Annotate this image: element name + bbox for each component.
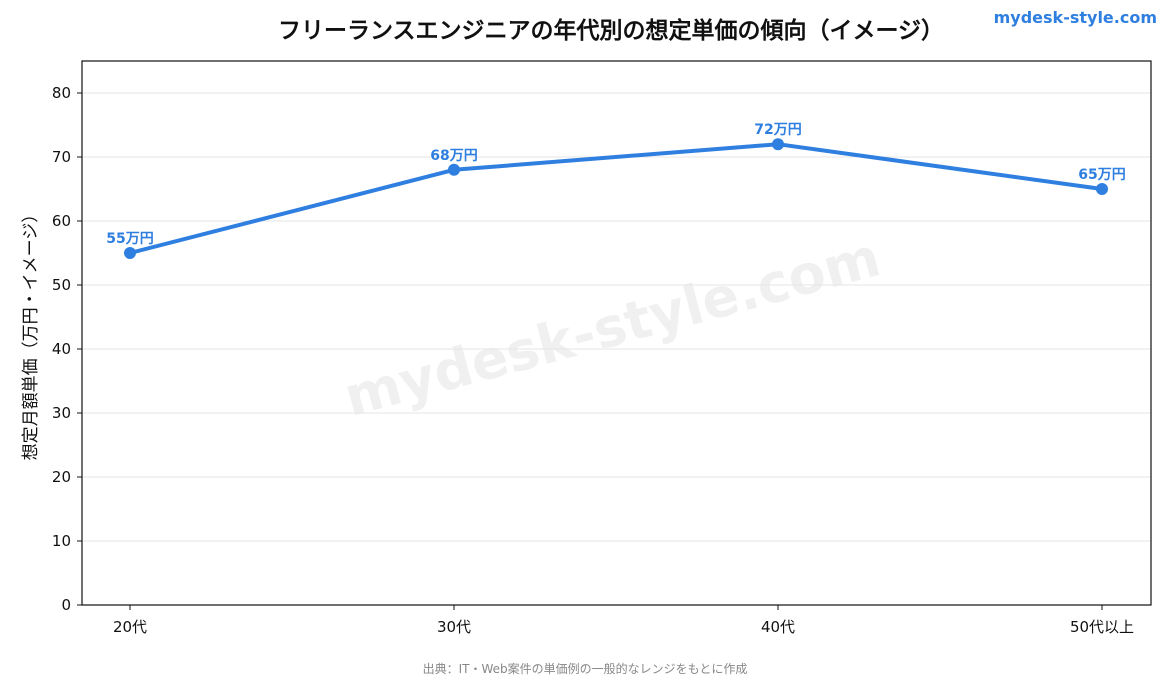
y-tick-label: 80 [52, 84, 71, 102]
x-tick-label: 40代 [761, 618, 795, 636]
data-point [772, 138, 784, 151]
chart-title: フリーランスエンジニアの年代別の想定単価の傾向（イメージ） [278, 17, 944, 44]
plot-area-frame [81, 60, 1152, 606]
series-line [128, 142, 1104, 255]
y-axis-label: 想定月額単価（万円・イメージ） [21, 206, 41, 461]
y-tick-label: 20 [52, 468, 71, 486]
series-line-group: 55万円 68万円 72万円 65万円 [106, 122, 1126, 259]
x-tick-label: 50代以上 [1070, 618, 1134, 636]
y-tick-label: 50 [52, 276, 71, 294]
data-point [124, 247, 136, 259]
source-note: 出典：IT・Web案件の単価例の一般的なレンジをもとに作成 [423, 661, 748, 676]
y-tick-label: 70 [52, 148, 71, 166]
watermark: mydesk-style.com [338, 225, 887, 429]
x-axis: 20代 30代 40代 50代以上 [113, 605, 1134, 636]
y-tick-label: 10 [52, 532, 71, 550]
data-label: 55万円 [106, 231, 153, 247]
data-point [1096, 183, 1108, 195]
data-label: 65万円 [1078, 167, 1125, 183]
y-tick-label: 60 [52, 212, 71, 230]
data-label: 68万円 [430, 148, 477, 164]
data-point [448, 163, 460, 176]
y-axis: 0 10 20 30 40 50 60 70 80 [52, 84, 82, 614]
y-tick-label: 0 [61, 596, 71, 614]
y-tick-label: 40 [52, 340, 71, 358]
data-label: 72万円 [754, 122, 801, 138]
x-tick-label: 20代 [113, 618, 147, 636]
x-tick-label: 30代 [437, 618, 471, 636]
y-tick-label: 30 [52, 404, 71, 422]
brand-label: mydesk-style.com [994, 8, 1157, 27]
